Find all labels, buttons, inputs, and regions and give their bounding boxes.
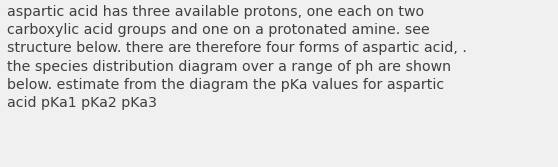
Text: aspartic acid has three available protons, one each on two
carboxylic acid group: aspartic acid has three available proton… <box>7 5 467 110</box>
